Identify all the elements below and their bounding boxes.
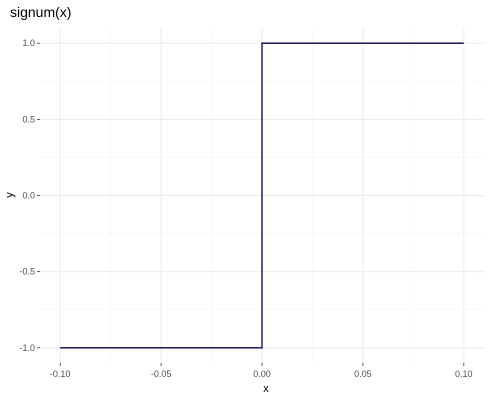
y-tick-label: 0.0 <box>22 191 35 201</box>
y-tick-label: 1.0 <box>22 38 35 48</box>
x-tick-label: -0.10 <box>50 369 71 379</box>
x-tick-label: -0.05 <box>151 369 172 379</box>
chart-title: signum(x) <box>10 4 71 20</box>
series-line <box>60 42 464 349</box>
x-tick-label: 0.10 <box>455 369 473 379</box>
x-tick-label: 0.05 <box>354 369 372 379</box>
x-tick-label: 0.00 <box>253 369 271 379</box>
x-axis-title: x <box>263 383 269 395</box>
y-axis-title: y <box>4 192 16 198</box>
series-layer <box>60 42 464 349</box>
y-tick-label: 0.5 <box>22 114 35 124</box>
y-axis-ticks: -1.0 -0.5 0.0 0.5 1.0 <box>19 38 40 353</box>
y-tick-label: -0.5 <box>19 267 35 277</box>
y-tick-label: -1.0 <box>19 343 35 353</box>
x-axis-ticks: -0.10 -0.05 0.00 0.05 0.10 <box>50 363 473 379</box>
